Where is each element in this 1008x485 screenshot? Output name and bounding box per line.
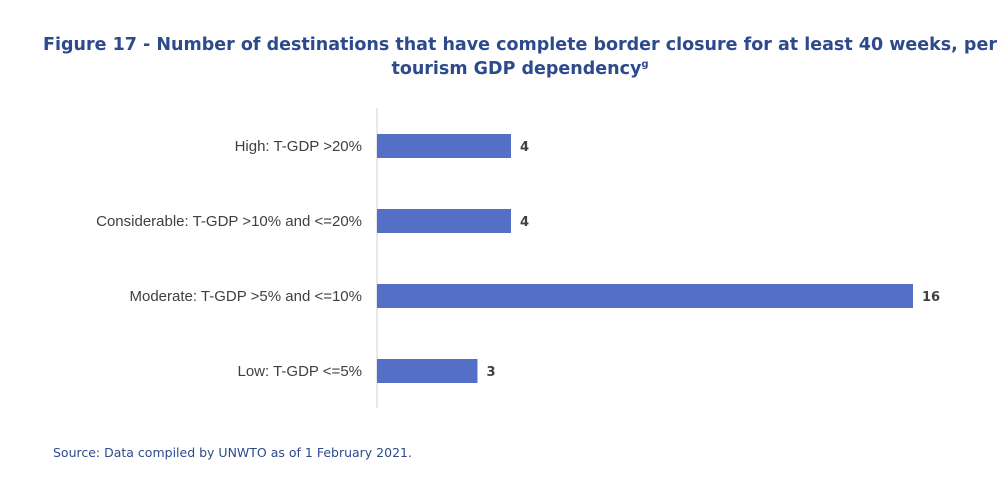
source-note: Source: Data compiled by UNWTO as of 1 F… [53,445,412,460]
bar [377,284,913,308]
category-label: Considerable: T-GDP >10% and <=20% [96,213,362,230]
data-label: 16 [922,290,940,305]
chart-title-footnote-marker: g [641,59,649,71]
category-label: High: T-GDP >20% [235,138,362,155]
chart-title-line-1: Figure 17 - Number of destinations that … [43,35,997,55]
chart-title-line-2: tourism GDP dependency [391,59,642,79]
bar-chart: High: T-GDP >20% 4 Considerable: T-GDP >10… [96,108,940,408]
bar [377,209,511,233]
data-label: 4 [520,140,529,155]
data-label: 4 [520,215,529,230]
category-label: Moderate: T-GDP >5% and <=10% [129,288,362,305]
bars-group: High: T-GDP >20% 4 Considerable: T-GDP >10… [96,134,940,383]
bar [377,359,478,383]
bar [377,134,511,158]
data-label: 3 [487,365,496,380]
chart-title: Figure 17 - Number of destinations that … [40,33,1000,81]
category-label: Low: T-GDP <=5% [237,363,362,380]
